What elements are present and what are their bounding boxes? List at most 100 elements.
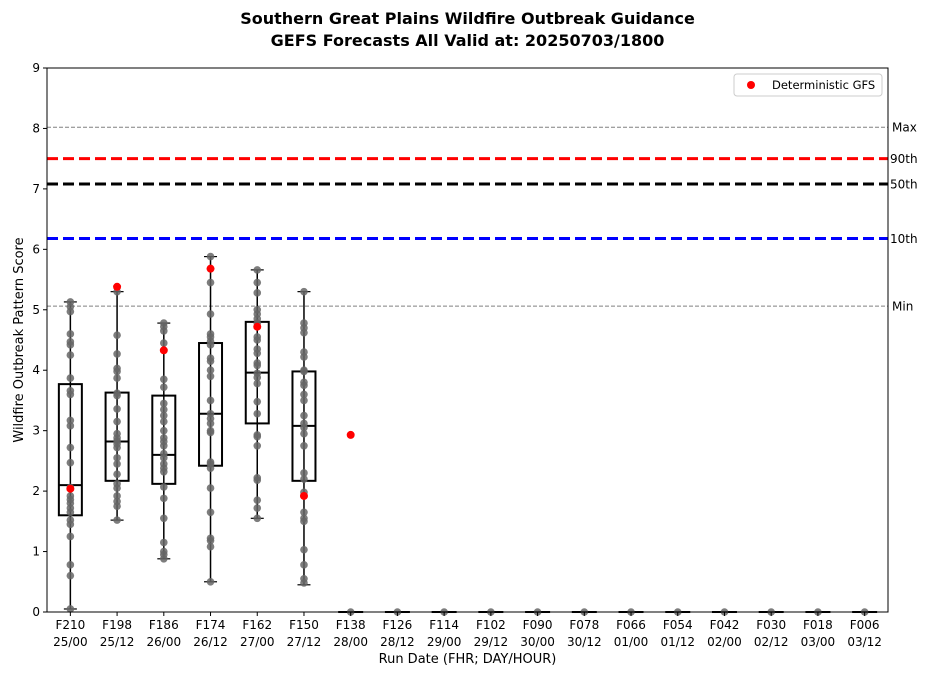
x-tick-label-fhr: F006 — [850, 618, 880, 632]
y-tick-label: 3 — [32, 424, 40, 438]
member-point — [300, 287, 308, 296]
member-point — [113, 470, 121, 478]
member-point — [206, 508, 215, 517]
reference-label-90th: 90th — [890, 152, 918, 166]
member-point — [160, 426, 168, 435]
x-tick-label-date: 03/00 — [801, 635, 836, 649]
x-tick-label-fhr: F054 — [663, 618, 693, 632]
y-tick-label: 9 — [32, 61, 40, 75]
y-tick-label: 7 — [32, 182, 40, 196]
x-tick-label-fhr: F030 — [756, 618, 786, 632]
x-tick-label-date: 29/00 — [427, 635, 462, 649]
x-tick-label-fhr: F186 — [149, 618, 179, 632]
deterministic-gfs-point — [66, 484, 75, 493]
x-tick-label-fhr: F174 — [196, 618, 226, 632]
x-tick-label-date: 27/12 — [287, 635, 322, 649]
member-point — [300, 429, 308, 438]
x-tick-label-date: 26/00 — [147, 635, 182, 649]
member-point — [113, 460, 121, 468]
member-point — [66, 416, 75, 425]
x-tick-label-fhr: F138 — [336, 618, 366, 632]
member-point — [206, 536, 215, 545]
member-point — [113, 454, 121, 462]
member-point — [66, 390, 75, 399]
member-point — [206, 366, 215, 375]
member-point — [300, 367, 308, 376]
member-point — [300, 353, 308, 361]
deterministic-gfs-point — [346, 430, 355, 439]
member-point — [253, 266, 262, 274]
member-point — [113, 417, 121, 426]
member-point — [253, 349, 262, 358]
member-point — [113, 391, 121, 400]
y-tick-label: 5 — [32, 303, 40, 317]
x-tick-label-date: 26/12 — [193, 635, 228, 649]
reference-label-10th: 10th — [890, 232, 918, 246]
y-tick-label: 4 — [32, 363, 40, 377]
y-tick-label: 2 — [32, 484, 40, 498]
y-axis-label: Wildfire Outbreak Pattern Score — [12, 237, 27, 442]
x-tick-label-fhr: F198 — [102, 618, 132, 632]
member-point — [160, 494, 168, 503]
member-point — [160, 417, 168, 426]
member-point — [66, 532, 75, 541]
member-point — [300, 579, 308, 587]
member-point — [113, 502, 121, 511]
x-tick-label-fhr: F090 — [523, 618, 553, 632]
legend-marker — [747, 81, 755, 89]
member-point — [206, 372, 215, 381]
deterministic-gfs-point — [113, 282, 122, 291]
member-point — [206, 542, 215, 551]
member-point — [206, 577, 215, 586]
member-point — [160, 405, 168, 414]
member-point — [66, 520, 75, 529]
member-point — [66, 330, 75, 338]
reference-label-max: Max — [892, 121, 917, 135]
member-point — [160, 483, 168, 491]
deterministic-gfs-point — [253, 322, 262, 331]
member-point — [206, 484, 215, 492]
member-point — [113, 331, 121, 339]
x-tick-label-date: 28/12 — [380, 635, 415, 649]
x-axis-label: Run Date (FHR; DAY/HOUR) — [379, 652, 557, 667]
member-point — [206, 310, 215, 318]
member-point — [160, 454, 168, 462]
x-tick-label-date: 02/12 — [754, 635, 789, 649]
x-tick-label-date: 30/12 — [567, 635, 602, 649]
member-point — [113, 367, 121, 376]
member-point — [253, 496, 262, 504]
x-tick-label-fhr: F078 — [569, 618, 599, 632]
member-point — [300, 469, 308, 477]
member-point — [300, 411, 308, 420]
y-tick-label: 0 — [32, 605, 40, 619]
member-point — [253, 336, 262, 344]
member-point — [253, 441, 262, 450]
member-point — [206, 464, 215, 472]
member-point — [160, 555, 168, 563]
member-point — [300, 508, 308, 517]
member-point — [300, 396, 308, 405]
member-point — [113, 405, 121, 413]
member-point — [206, 357, 215, 365]
member-point — [300, 390, 308, 399]
member-point — [160, 327, 168, 335]
member-point — [160, 399, 168, 408]
member-point — [253, 361, 262, 370]
member-point — [66, 422, 75, 430]
member-point — [113, 492, 121, 500]
member-point — [66, 374, 75, 382]
member-point — [253, 397, 262, 406]
reference-label-50th: 50th — [890, 178, 918, 192]
x-tick-label-fhr: F102 — [476, 618, 506, 632]
member-point — [206, 428, 215, 437]
member-point — [113, 484, 121, 492]
x-tick-label-date: 28/00 — [333, 635, 368, 649]
x-tick-label-fhr: F042 — [710, 618, 740, 632]
x-tick-label-date: 27/00 — [240, 635, 275, 649]
member-point — [66, 443, 75, 452]
member-point — [160, 441, 168, 450]
member-point — [300, 381, 308, 390]
member-point — [160, 514, 168, 523]
chart-title-line-2: GEFS Forecasts All Valid at: 20250703/18… — [270, 31, 665, 50]
member-point — [253, 289, 262, 297]
